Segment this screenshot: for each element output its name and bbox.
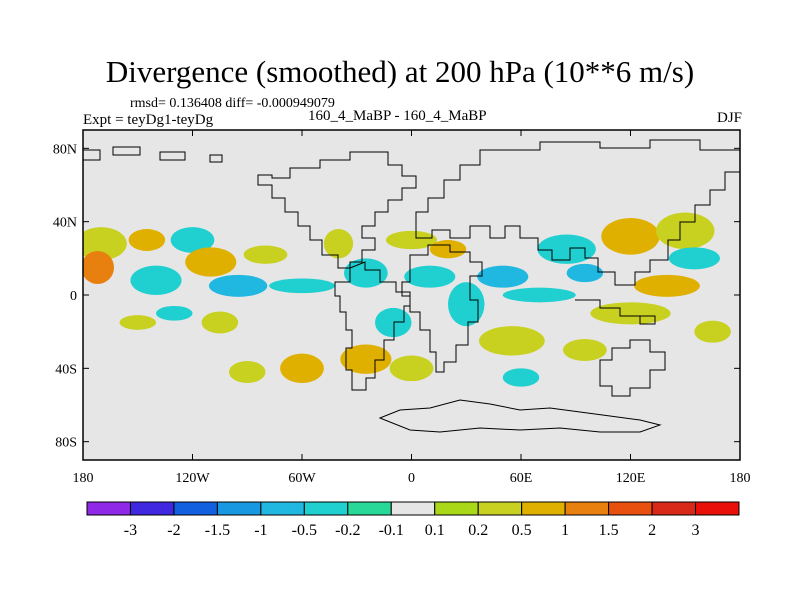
x-tick-label: 180 xyxy=(730,471,751,486)
y-tick-label: 80N xyxy=(53,142,77,157)
x-tick-label: 0 xyxy=(408,471,415,486)
colorbar-swatch xyxy=(651,501,697,516)
field-region xyxy=(385,230,438,250)
field-region xyxy=(243,245,288,264)
field-region xyxy=(170,227,215,253)
field-region xyxy=(201,311,239,334)
colorbar-label: 1 xyxy=(561,522,569,539)
colorbar-swatch xyxy=(521,501,566,516)
axis-layer: 180 120W 60W 0 60E 120E 180 80N 40N 0 40S 80S xyxy=(53,130,751,486)
x-tick-label: 180 xyxy=(73,471,94,486)
y-tick-label: 40N xyxy=(53,216,77,231)
colorbar-swatch xyxy=(564,501,610,516)
field-region xyxy=(590,302,671,325)
field-region xyxy=(130,265,182,296)
field-region xyxy=(229,361,266,383)
field-region xyxy=(429,240,467,259)
x-tick-label: 120E xyxy=(616,471,646,486)
field-region xyxy=(323,229,354,259)
experiment-label: Expt = teyDg1-teyDg xyxy=(83,112,214,128)
colorbar-label: -0.1 xyxy=(379,522,404,539)
field-region xyxy=(280,353,324,384)
colorbar-swatch xyxy=(173,501,218,516)
colorbar-swatch xyxy=(260,501,305,516)
field-region xyxy=(343,258,388,288)
coastline xyxy=(257,151,417,269)
field-region xyxy=(208,274,268,297)
x-tick-label: 60E xyxy=(510,471,533,486)
field-region xyxy=(601,218,660,255)
y-tick-label: 40S xyxy=(55,362,77,377)
coastline-layer xyxy=(83,139,740,433)
colorbar: -3 -2 -1.5 -1 -0.5 -0.2 -0.1 0.1 0.2 0.5 1 1.5 2 3 xyxy=(86,501,740,539)
season-label: DJF xyxy=(716,110,742,126)
field-region xyxy=(83,251,115,284)
field-region xyxy=(502,287,576,303)
colorbar-swatch xyxy=(86,501,131,516)
colorbar-swatch xyxy=(477,501,523,516)
y-tick-label: 80S xyxy=(55,436,77,451)
coastline xyxy=(401,244,483,373)
coastline xyxy=(83,146,223,163)
field-layer xyxy=(83,212,731,387)
field-region xyxy=(119,315,156,330)
colorbar-swatch xyxy=(347,501,392,516)
colorbar-label: -3 xyxy=(124,522,137,539)
field-region xyxy=(562,339,607,361)
field-region xyxy=(656,212,715,250)
y-tick-label: 0 xyxy=(70,289,77,304)
colorbar-swatch xyxy=(303,501,349,516)
colorbar-swatch xyxy=(216,501,262,516)
colorbar-label: -0.2 xyxy=(335,522,360,539)
colorbar-label: 2 xyxy=(648,522,656,539)
colorbar-swatch xyxy=(608,501,653,516)
coastline xyxy=(575,299,656,325)
runs-label: 160_4_MaBP - 160_4_MaBP xyxy=(308,108,487,124)
field-region xyxy=(634,274,700,297)
x-tick-label: 60W xyxy=(288,471,316,486)
field-region xyxy=(389,355,434,382)
coastline xyxy=(415,139,740,286)
stats-label: rmsd= 0.136408 diff= -0.000949079 xyxy=(130,96,335,111)
colorbar-label: 0.5 xyxy=(512,522,532,539)
colorbar-swatch xyxy=(434,501,479,516)
x-tick-label: 120W xyxy=(175,471,210,486)
colorbar-label: -1.5 xyxy=(205,522,230,539)
colorbar-label: -0.5 xyxy=(292,522,317,539)
field-region xyxy=(477,265,529,288)
colorbar-label: 0.1 xyxy=(425,522,445,539)
colorbar-label: -2 xyxy=(167,522,180,539)
colorbar-label: 3 xyxy=(692,522,700,539)
field-region xyxy=(404,265,456,288)
coastline xyxy=(378,399,662,433)
coastline xyxy=(599,339,666,397)
field-region xyxy=(185,247,237,277)
field-region xyxy=(668,247,720,270)
plot-background xyxy=(83,130,740,460)
colorbar-swatch xyxy=(129,501,175,516)
field-region xyxy=(340,344,392,374)
field-region xyxy=(448,282,485,327)
field-region xyxy=(566,263,604,283)
colorbar-label: 1.5 xyxy=(599,522,619,539)
field-region xyxy=(502,368,540,387)
field-region xyxy=(479,326,545,356)
field-region xyxy=(537,234,596,264)
colorbar-label: -1 xyxy=(254,522,267,539)
colorbar-swatch xyxy=(390,501,436,516)
colorbar-label: 0.2 xyxy=(468,522,488,539)
field-region xyxy=(375,307,412,338)
coastline xyxy=(334,261,411,391)
field-region xyxy=(128,229,166,251)
field-region xyxy=(694,320,731,343)
colorbar-swatch xyxy=(695,501,740,516)
chart-title: Divergence (smoothed) at 200 hPa (10**6 … xyxy=(105,54,695,89)
field-region xyxy=(156,306,193,321)
field-region xyxy=(269,278,335,294)
